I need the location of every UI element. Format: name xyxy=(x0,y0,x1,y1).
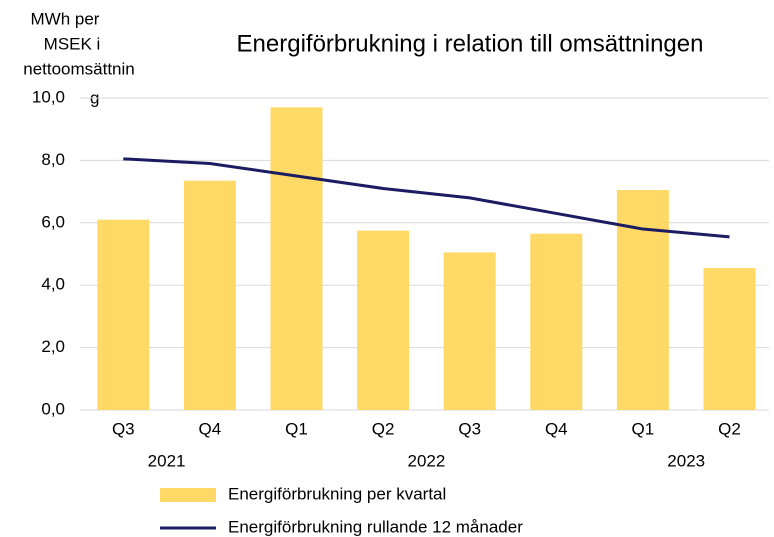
bar xyxy=(183,180,236,410)
legend-label: Energiförbrukning per kvartal xyxy=(228,484,446,503)
y-tick-label: 6,0 xyxy=(41,212,65,231)
chart-title: Energiförbrukning i relation till omsätt… xyxy=(237,30,704,57)
y-tick-label: 4,0 xyxy=(41,275,65,294)
y-axis-label: MSEK i xyxy=(44,34,101,53)
legend-swatch xyxy=(160,488,216,502)
x-tick-label: Q4 xyxy=(199,419,222,438)
bar xyxy=(530,233,583,410)
x-tick-label: Q3 xyxy=(458,419,481,438)
bar xyxy=(616,190,669,410)
bar xyxy=(443,252,496,410)
y-tick-label: 0,0 xyxy=(41,399,65,418)
x-tick-label: Q2 xyxy=(372,419,395,438)
x-tick-label: Q4 xyxy=(545,419,568,438)
bar xyxy=(270,107,323,411)
bar xyxy=(357,230,410,410)
x-group-label: 2023 xyxy=(667,451,705,470)
x-tick-label: Q2 xyxy=(718,419,741,438)
y-tick-label: 10,0 xyxy=(32,87,65,106)
y-tick-label: 2,0 xyxy=(41,337,65,356)
x-group-label: 2022 xyxy=(407,451,445,470)
y-axis-label: nettoomsättnin xyxy=(23,59,135,78)
x-group-label: 2021 xyxy=(148,451,186,470)
bar xyxy=(97,219,150,410)
bar xyxy=(703,268,756,410)
y-tick-label: 8,0 xyxy=(41,150,65,169)
x-tick-label: Q1 xyxy=(285,419,308,438)
legend-label: Energiförbrukning rullande 12 månader xyxy=(228,517,523,536)
line xyxy=(123,157,730,239)
x-tick-label: Q1 xyxy=(632,419,655,438)
y-axis-label: MWh per xyxy=(31,9,100,28)
x-tick-label: Q3 xyxy=(112,419,135,438)
